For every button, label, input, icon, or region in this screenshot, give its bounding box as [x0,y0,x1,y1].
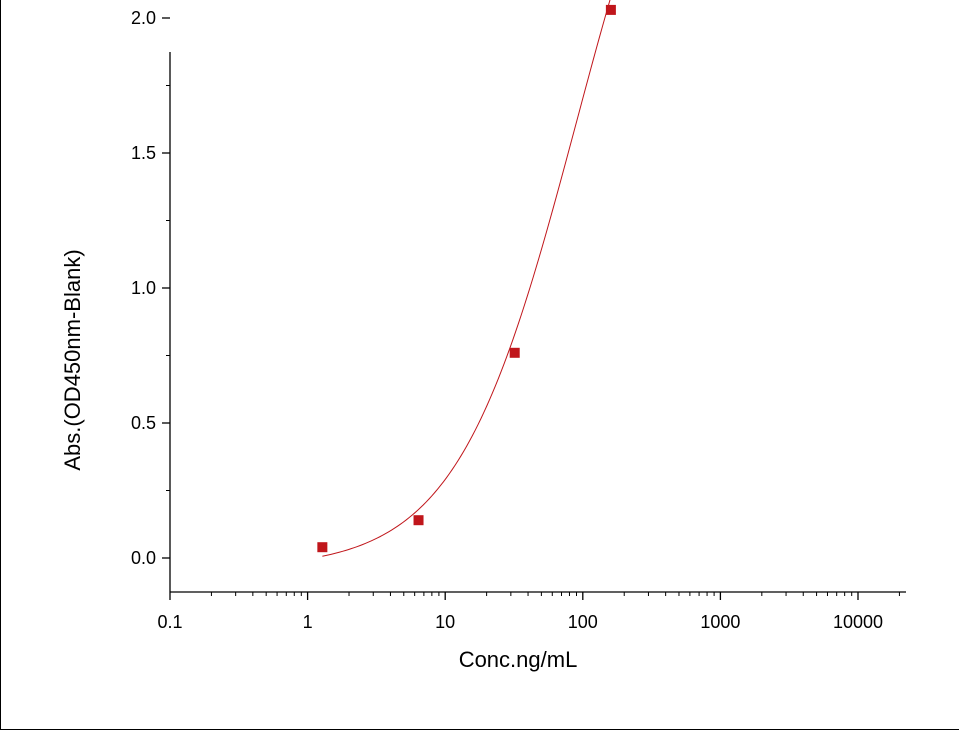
x-tick-label: 1 [303,612,313,632]
fit-curve [322,0,611,557]
fit-curve-group [322,0,611,557]
y-tick-label: 2.0 [131,8,156,28]
axes: 0.00.51.01.52.02.53.03.50.11101001000100… [131,8,906,632]
x-tick-label: 10 [435,612,455,632]
x-tick-label: 1000 [700,612,740,632]
data-point [413,515,424,526]
x-tick-label: 0.1 [157,612,182,632]
data-point [317,542,328,553]
x-tick-label: 10000 [833,612,883,632]
data-point [509,347,520,358]
y-tick-label: 0.5 [131,413,156,433]
y-tick-label: 1.5 [131,143,156,163]
y-tick-label: 0.0 [131,548,156,568]
y-tick-label: 1.0 [131,278,156,298]
data-point [605,4,616,15]
data-points [317,4,616,553]
x-axis-title: Conc.ng/mL [459,647,578,672]
y-axis-title: Abs.(OD450nm-Blank) [60,249,85,470]
x-tick-label: 100 [568,612,598,632]
